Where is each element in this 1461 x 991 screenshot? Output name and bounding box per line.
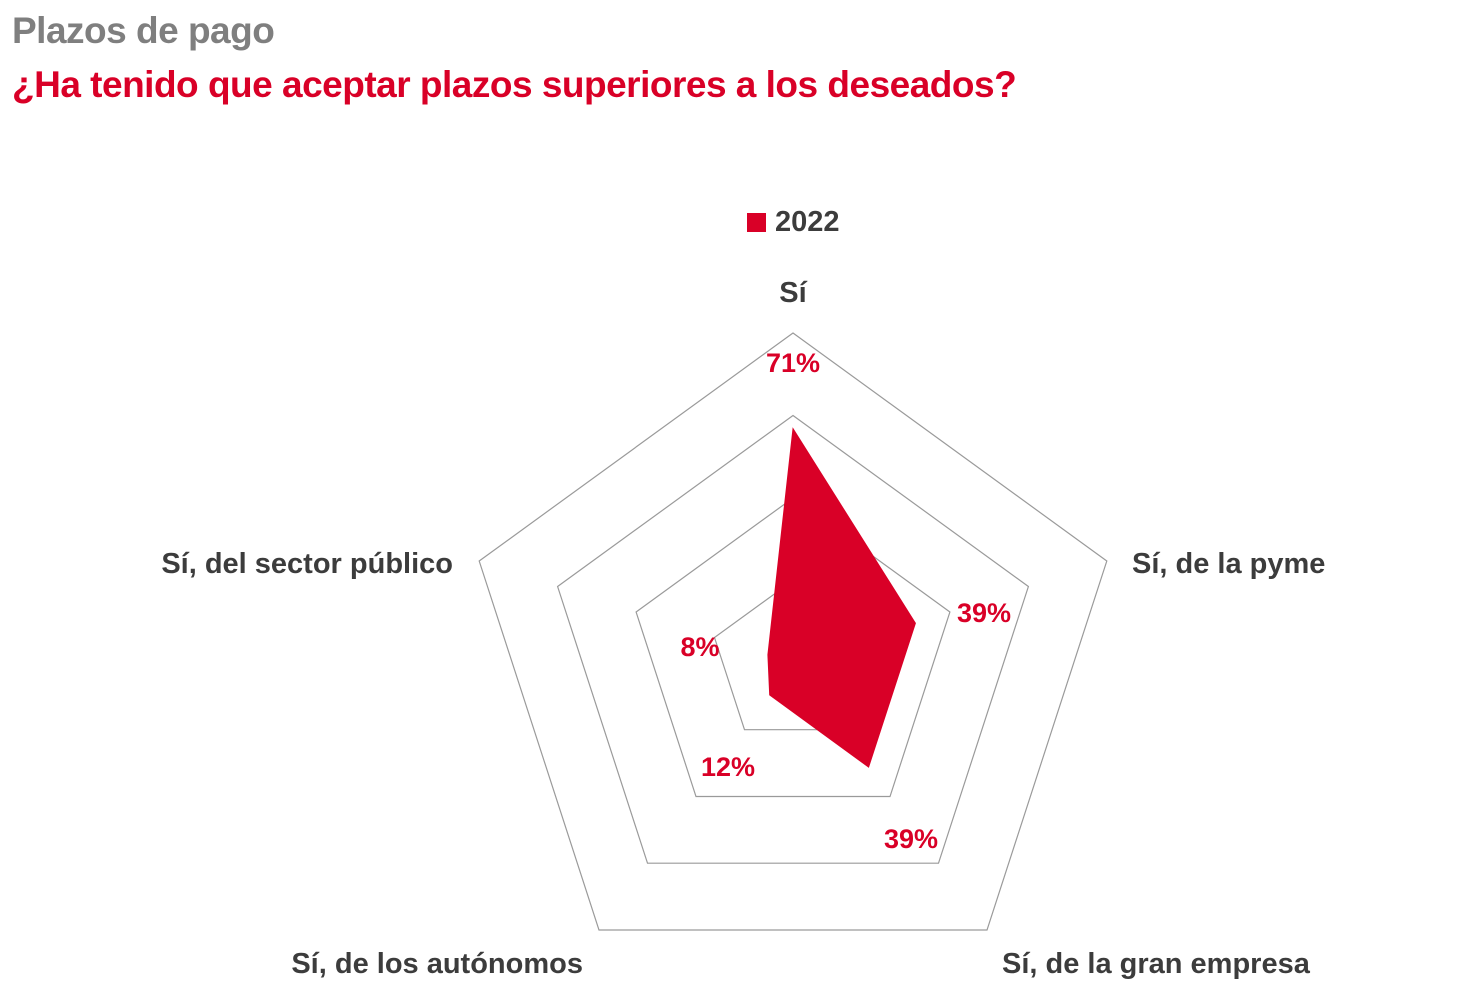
chart-kicker: Plazos de pago	[12, 10, 275, 51]
data-labels: 71% 39% 39% 12% 8%	[680, 348, 1011, 854]
data-label-pyme: 39%	[957, 598, 1011, 628]
axis-label-gran-empresa: Sí, de la gran empresa	[1002, 948, 1311, 980]
axis-label-sector-publico: Sí, del sector público	[161, 548, 453, 580]
chart-title: ¿Ha tenido que aceptar plazos superiores…	[12, 64, 1017, 105]
legend-label-2022: 2022	[775, 206, 840, 238]
data-label-sector-publico: 8%	[680, 632, 719, 662]
axis-labels: Sí Sí, de la pyme Sí, de la gran empresa…	[161, 277, 1325, 980]
series-area-2022	[767, 427, 916, 768]
data-label-autonomos: 12%	[701, 752, 755, 782]
grid-ring-100	[478, 332, 1108, 931]
legend: 2022	[747, 206, 840, 238]
radar-series	[767, 427, 916, 768]
grid-ring-50	[635, 497, 951, 798]
grid-ring-75	[556, 414, 1030, 864]
legend-swatch-2022	[747, 213, 766, 232]
data-label-gran-empresa: 39%	[884, 824, 938, 854]
axis-label-pyme: Sí, de la pyme	[1132, 548, 1325, 580]
axis-label-autonomos: Sí, de los autónomos	[291, 948, 583, 980]
data-label-si: 71%	[766, 348, 820, 378]
axis-label-si: Sí	[779, 277, 807, 309]
